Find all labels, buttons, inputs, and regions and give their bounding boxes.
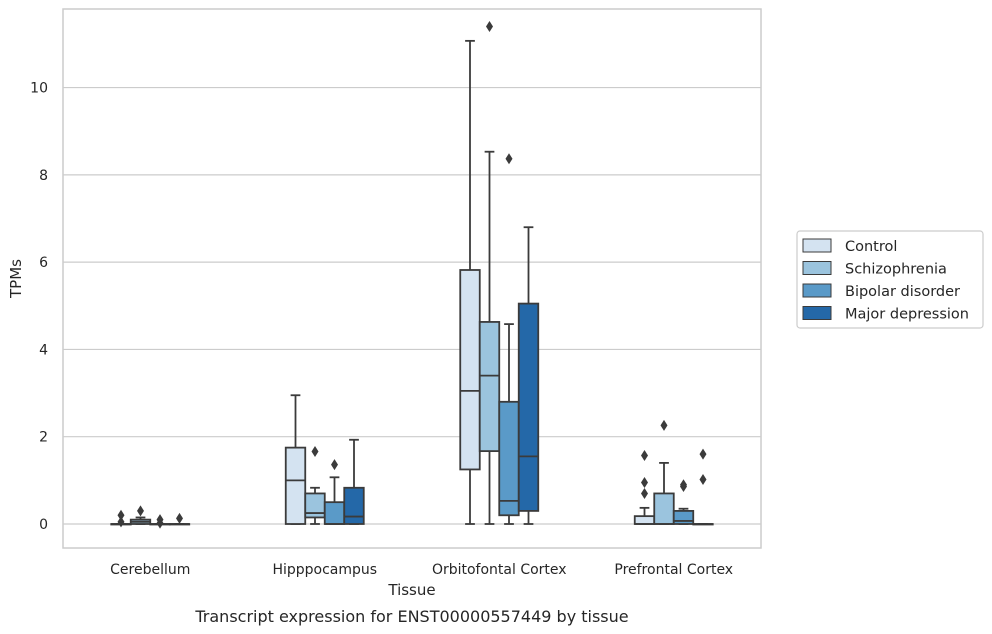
y-tick-label: 4 [39, 342, 48, 358]
box-iqr [323, 501, 346, 525]
outlier-marker [699, 448, 707, 460]
box-bipolar-disorder [323, 459, 346, 525]
box-control [459, 39, 481, 525]
box-major-depression [692, 448, 714, 526]
box-groups [110, 20, 714, 529]
x-tick-labels: Cerebellum Hipppocampus Orbitofontal Corte… [110, 562, 733, 578]
box-schizophrenia [129, 505, 152, 525]
outlier-marker [117, 516, 125, 528]
outlier-marker [641, 487, 648, 499]
y-tick-label: 6 [39, 255, 48, 271]
outlier-marker [699, 473, 707, 485]
outlier-marker [660, 419, 668, 431]
box-schizophrenia [304, 446, 326, 525]
box-iqr [284, 446, 307, 525]
legend-label: Major depression [845, 307, 969, 323]
box-iqr [459, 269, 481, 471]
x-tick-label: Prefrontal Cortex [614, 562, 733, 578]
box-iqr [672, 510, 695, 525]
outlier-marker [486, 20, 493, 32]
legend-frame [796, 230, 984, 329]
outlier-marker [331, 459, 338, 471]
legend-label: Schizophrenia [845, 262, 947, 278]
box-iqr [498, 400, 520, 517]
box-iqr [653, 492, 675, 525]
y-tick-label: 8 [39, 168, 48, 184]
box-major-depression [168, 512, 191, 526]
y-axis-label: TPMs [7, 259, 25, 299]
legend-swatch [802, 306, 832, 320]
outlier-marker [137, 505, 144, 517]
y-tick-labels: 0 2 4 6 8 10 [30, 81, 48, 533]
box-iqr [343, 486, 365, 525]
box-control [284, 394, 307, 525]
x-axis-label: Tissue [387, 581, 435, 599]
y-tick-label: 2 [39, 430, 48, 446]
y-tick-label: 0 [39, 517, 48, 533]
plot-area-frame [62, 8, 762, 549]
legend-swatch [802, 238, 832, 253]
outlier-marker [176, 512, 183, 524]
box-control [633, 449, 656, 525]
box-major-depression [343, 438, 365, 525]
box-major-depression [517, 226, 540, 525]
box-bipolar-disorder [149, 514, 171, 529]
x-tick-label: Cerebellum [110, 562, 190, 578]
legend: Control Schizophrenia Bipolar disorder Majo… [796, 230, 984, 329]
y-gridlines [63, 86, 761, 525]
legend-swatch [802, 283, 832, 298]
legend-label: Bipolar disorder [845, 284, 960, 300]
legend-label: Control [845, 239, 897, 255]
outlier-marker [641, 449, 648, 461]
box-bipolar-disorder [672, 479, 695, 525]
outlier-marker [680, 479, 687, 491]
chart-caption: Transcript expression for ENST0000055744… [194, 607, 628, 626]
box-schizophrenia [478, 20, 501, 525]
legend-swatch [802, 261, 832, 275]
x-tick-label: Orbitofontal Cortex [432, 562, 567, 578]
outlier-marker [311, 446, 319, 458]
box-bipolar-disorder [498, 153, 520, 525]
box-iqr [478, 321, 501, 453]
box-schizophrenia [653, 419, 675, 525]
box-control [110, 509, 132, 528]
outlier-marker [641, 477, 648, 489]
y-tick-label: 10 [30, 81, 48, 97]
x-tick-label: Hipppocampus [272, 562, 377, 578]
outlier-marker [505, 153, 513, 165]
box-iqr [517, 302, 540, 512]
box-iqr [633, 515, 656, 525]
outlier-marker [156, 514, 164, 526]
outlier-marker [117, 509, 125, 521]
